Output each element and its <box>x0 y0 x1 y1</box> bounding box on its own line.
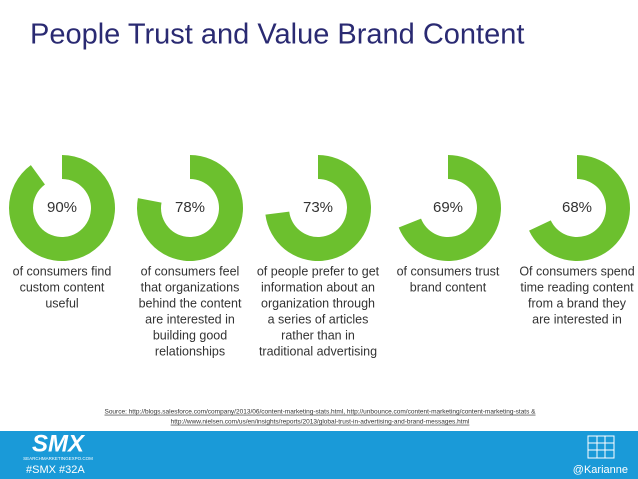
value-label: 90% <box>47 199 77 216</box>
caption-line: custom content <box>20 280 105 294</box>
donut-arc <box>137 155 244 261</box>
caption-line: of consumers find <box>13 264 112 278</box>
caption-line: organization through <box>261 296 375 310</box>
caption-line: behind the content <box>139 296 242 310</box>
caption-line: of consumers feel <box>141 264 240 278</box>
donut-arc <box>398 155 501 261</box>
value-label: 73% <box>303 199 333 216</box>
caption-line: brand content <box>410 280 487 294</box>
caption-line: building good <box>153 328 227 342</box>
source-line: http://www.nielsen.com/us/en/insights/re… <box>171 419 470 426</box>
caption-line: from a brand they <box>528 296 627 310</box>
donut-arc <box>8 155 115 261</box>
slide-title: People Trust and Value Brand Content <box>30 19 524 51</box>
caption-line: Of consumers spend <box>519 264 634 278</box>
footer-logo-sub: SEARCHMARKETINGEXPO.COM <box>23 456 93 461</box>
caption-line: of consumers trust <box>397 264 500 278</box>
value-label: 78% <box>175 199 205 216</box>
value-label: 69% <box>433 199 463 216</box>
donut-arc <box>529 154 631 261</box>
source-line: Source: http://blogs.salesforce.com/comp… <box>104 409 536 416</box>
footer-icon <box>587 435 615 459</box>
caption-line: are interested in <box>532 312 622 326</box>
caption-line: time reading content <box>520 280 634 294</box>
footer-bar <box>0 431 638 479</box>
caption-line: are interested in <box>145 312 235 326</box>
donut-arc <box>265 155 371 262</box>
caption-line: traditional advertising <box>259 344 377 358</box>
footer-hashtag: #SMX #32A <box>26 464 85 476</box>
footer-logo: SMX <box>32 430 86 457</box>
caption-line: information about an <box>261 280 375 294</box>
caption-line: relationships <box>155 344 225 358</box>
caption-line: useful <box>45 296 78 310</box>
caption-line: of people prefer to get <box>257 264 380 278</box>
caption-line: that organizations <box>141 280 240 294</box>
caption-line: rather than in <box>281 328 355 342</box>
value-label: 68% <box>562 199 592 216</box>
caption-line: a series of articles <box>268 312 369 326</box>
footer-handle: @Karianne <box>573 464 628 476</box>
